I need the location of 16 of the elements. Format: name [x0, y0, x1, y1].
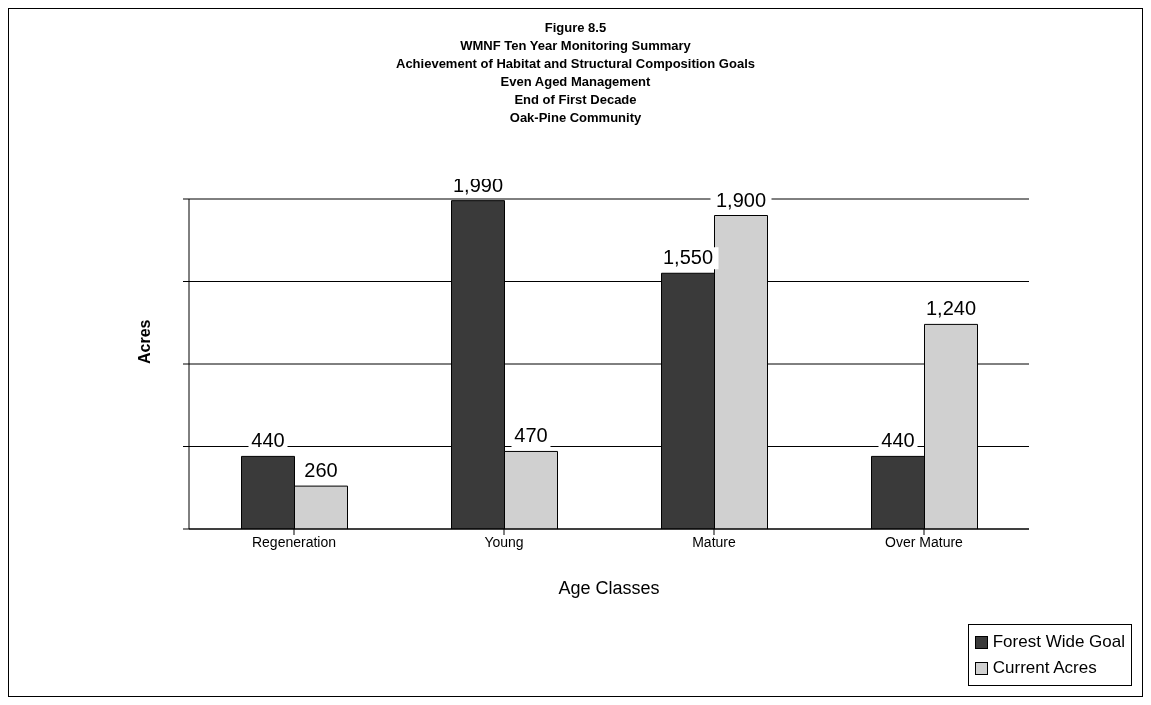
data-label: 440	[881, 429, 915, 452]
x-tick-label: Regeneration	[251, 533, 337, 550]
y-axis-title: Acres	[135, 319, 153, 364]
x-axis-title: Age Classes	[558, 578, 660, 598]
legend-label: Forest Wide Goal	[992, 631, 1125, 653]
x-tick-label: Mature	[692, 533, 736, 550]
data-label: 470	[514, 424, 548, 447]
legend-label: Current Acres	[992, 657, 1097, 679]
x-tick-label: Young	[484, 533, 524, 550]
data-label: 1,240	[925, 297, 977, 320]
data-label: 1,550	[662, 246, 714, 269]
data-label: 1,900	[715, 188, 767, 211]
x-tick-label: Over Mature	[885, 533, 964, 550]
data-label: 260	[304, 459, 338, 482]
data-label: 440	[251, 429, 285, 452]
chart-title: Figure 8.5 WMNF Ten Year Monitoring Summary Achievement of Habitat and Structural Composition Goals Even Aged Management End of First Decade Oak-Pine Community	[395, 19, 756, 127]
